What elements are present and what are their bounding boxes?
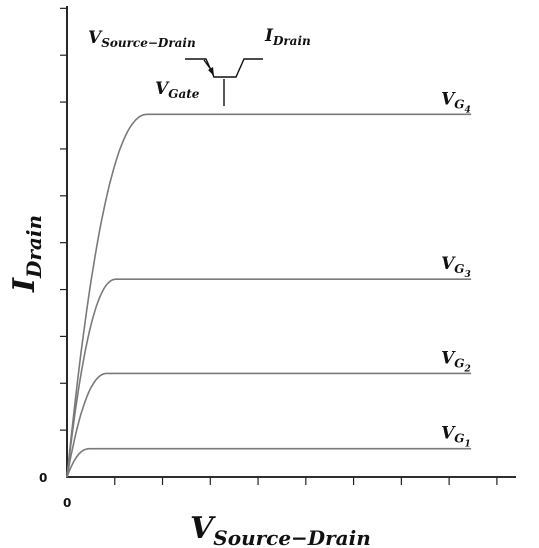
symbol-source-drain-label: VSource−Drain: [88, 28, 196, 50]
series-label-vg2: VG2: [441, 348, 471, 374]
series-label-vg3: VG3: [441, 254, 471, 280]
symbol-arrow-head: [208, 67, 214, 76]
x-axis-label: VSource−Drain: [190, 511, 371, 548]
series-line-vg3: [66, 278, 472, 478]
series-label-vg1: VG1: [441, 424, 471, 450]
axes: [66, 6, 516, 478]
series-line-vg4: [66, 113, 472, 478]
curves: [66, 113, 472, 478]
series-line-vg1: [66, 447, 472, 478]
symbol-channel-line: [185, 58, 263, 78]
series-labels: VG1 VG2 VG3 VG4: [441, 89, 471, 449]
y-origin-label: 0: [39, 471, 47, 485]
y-axis-label: IDrain: [7, 215, 46, 293]
ticks: [60, 7, 498, 485]
series-label-vg4: VG4: [441, 89, 471, 115]
symbol-gate-label: VGate: [155, 79, 200, 101]
transistor-symbol: VSource−Drain IDrain VGate: [88, 26, 311, 106]
axis-lines: [66, 6, 516, 478]
symbol-drain-label: IDrain: [264, 26, 311, 48]
x-origin-label: 0: [63, 496, 71, 510]
series-line-vg2: [66, 372, 472, 478]
